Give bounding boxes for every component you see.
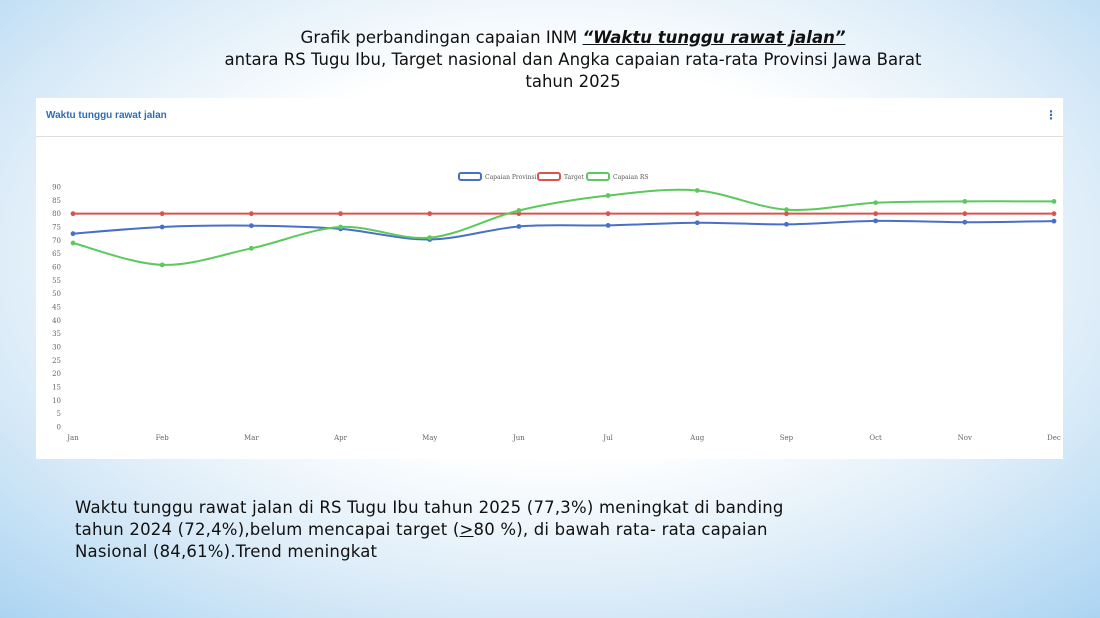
data-point[interactable] <box>516 224 522 229</box>
data-point[interactable] <box>784 221 789 227</box>
data-point[interactable] <box>605 211 611 217</box>
data-point[interactable] <box>1051 218 1057 224</box>
data-point[interactable] <box>159 224 165 230</box>
y-tick-label: 70 <box>52 237 61 245</box>
series-line <box>72 219 1055 241</box>
data-point[interactable] <box>338 224 343 230</box>
legend-label: Capaian Provinsi <box>485 174 537 181</box>
title-emphasis: “Waktu tunggu rawat jalan” <box>582 28 846 47</box>
y-tick-label: 10 <box>52 397 61 405</box>
data-point[interactable] <box>784 211 789 217</box>
data-point[interactable] <box>605 223 611 228</box>
data-point[interactable] <box>605 193 611 198</box>
legend-swatch <box>537 172 561 181</box>
note-line2-symbol: > <box>459 520 474 539</box>
note-line1: Waktu tunggu rawat jalan di RS Tugu Ibu … <box>75 498 784 517</box>
panel-header: Waktu tunggu rawat jalan ⋮ <box>36 98 1063 137</box>
data-point[interactable] <box>873 211 879 217</box>
y-tick-label: 90 <box>52 184 61 192</box>
x-tick-label: Jun <box>512 434 525 442</box>
data-point[interactable] <box>694 220 700 226</box>
x-tick-label: Nov <box>958 434 972 442</box>
series-line <box>72 188 1055 266</box>
data-point[interactable] <box>873 218 879 224</box>
y-tick-label: 55 <box>52 277 61 285</box>
data-point[interactable] <box>1051 211 1057 217</box>
note-line3: Nasional (84,61%).Trend meningkat <box>75 542 378 561</box>
y-tick-label: 0 <box>57 424 61 432</box>
y-tick-label: 85 <box>52 197 61 205</box>
y-tick-label: 45 <box>52 304 61 312</box>
legend-swatch <box>586 172 610 181</box>
y-tick-label: 25 <box>52 357 61 365</box>
y-tick-label: 50 <box>52 290 61 298</box>
data-point[interactable] <box>159 211 165 217</box>
slide-title-line2: antara RS Tugu Ibu, Target nasional dan … <box>224 50 922 69</box>
summary-note: Waktu tunggu rawat jalan di RS Tugu Ibu … <box>75 497 1035 563</box>
x-tick-label: Jan <box>66 434 79 442</box>
data-point[interactable] <box>962 211 968 217</box>
data-point[interactable] <box>70 231 76 237</box>
panel-title: Waktu tunggu rawat jalan <box>46 110 167 121</box>
note-line2-part1: tahun 2024 (72,4%),belum mencapai target… <box>75 520 460 539</box>
x-tick-label: May <box>422 434 437 442</box>
slide-title-line1: Grafik perbandingan capaian INM “Waktu t… <box>0 27 1100 49</box>
data-point[interactable] <box>70 240 76 246</box>
data-point[interactable] <box>694 211 700 217</box>
legend-item[interactable]: Capaian RS <box>586 172 648 181</box>
data-point[interactable] <box>784 207 789 213</box>
x-tick-label: Sep <box>780 434 794 442</box>
data-point[interactable] <box>427 211 433 217</box>
y-tick-label: 5 <box>57 410 61 418</box>
x-tick-label: Jul <box>602 434 613 442</box>
y-tick-label: 15 <box>52 384 61 392</box>
legend-item[interactable]: Target <box>537 172 584 181</box>
y-tick-label: 30 <box>52 344 61 352</box>
legend-label: Capaian RS <box>613 174 648 181</box>
x-tick-label: Oct <box>869 434 882 442</box>
data-point[interactable] <box>338 211 343 217</box>
x-tick-label: Dec <box>1047 434 1061 442</box>
data-point[interactable] <box>248 245 254 251</box>
legend-label: Target <box>564 174 584 181</box>
y-tick-label: 75 <box>52 224 61 232</box>
note-line2: tahun 2024 (72,4%),belum mencapai target… <box>75 519 1035 541</box>
legend-swatch <box>458 172 482 181</box>
data-point[interactable] <box>427 235 433 241</box>
data-point[interactable] <box>248 223 254 229</box>
y-tick-label: 20 <box>52 370 61 378</box>
y-tick-label: 65 <box>52 250 61 258</box>
x-tick-label: Aug <box>689 434 705 442</box>
y-tick-label: 60 <box>52 264 61 272</box>
y-tick-label: 40 <box>52 317 61 325</box>
x-tick-label: Feb <box>156 434 170 442</box>
slide-title: Grafik perbandingan capaian INM “Waktu t… <box>0 27 1100 93</box>
data-point[interactable] <box>1051 199 1057 204</box>
y-tick-label: 35 <box>52 330 61 338</box>
note-line2-part2: 80 %), di bawah rata- rata capaian <box>473 520 768 539</box>
x-tick-label: Apr <box>333 434 348 442</box>
data-point[interactable] <box>962 199 968 204</box>
data-point[interactable] <box>873 200 879 206</box>
chart-panel: Waktu tunggu rawat jalan ⋮ 0 5 10 15 20 25 30 3… <box>36 98 1063 459</box>
data-point[interactable] <box>159 262 165 268</box>
data-point[interactable] <box>248 211 254 217</box>
legend-item[interactable]: Capaian Provinsi <box>458 172 537 181</box>
slide-title-line3: tahun 2025 <box>525 72 621 91</box>
data-point[interactable] <box>516 208 522 213</box>
title-text: Grafik perbandingan capaian INM <box>300 28 583 47</box>
y-tick-label: 80 <box>52 210 61 218</box>
data-point[interactable] <box>962 219 968 225</box>
x-tick-label: Mar <box>244 434 259 442</box>
line-chart: 0 5 10 15 20 25 30 35 40 45 50 55 60 65 70 75 80 85 90 Jan F… <box>52 172 1061 442</box>
data-point[interactable] <box>694 188 700 193</box>
vertical-dots-icon[interactable]: ⋮ <box>1045 108 1057 122</box>
data-point[interactable] <box>70 211 76 217</box>
